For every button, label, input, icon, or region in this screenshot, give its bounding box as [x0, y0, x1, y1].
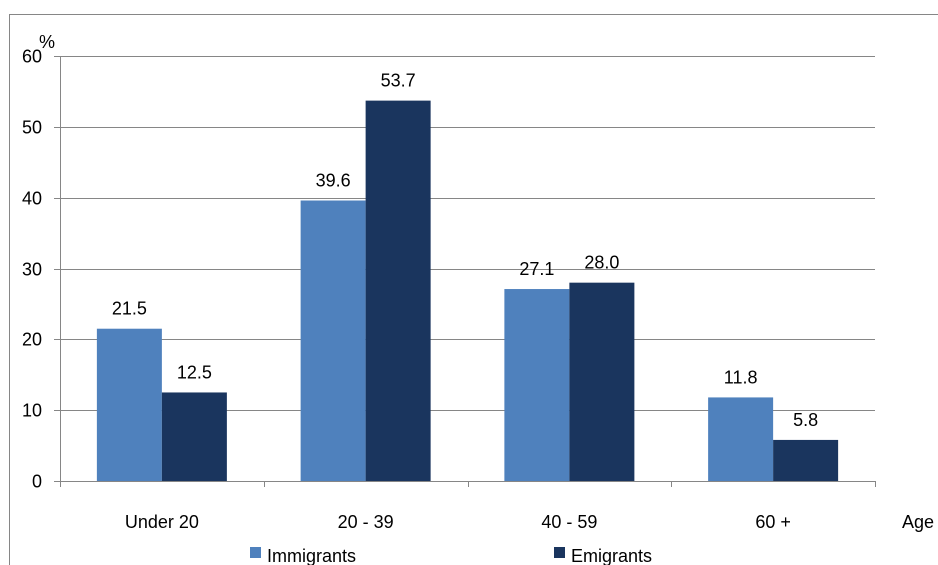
bar-immigrants-1	[300, 200, 366, 481]
axes	[60, 56, 876, 487]
y-tick-label: 50	[22, 118, 42, 138]
legend-swatch-emigrants	[554, 547, 565, 558]
data-label: 11.8	[724, 367, 758, 387]
legend: Immigrants Emigrants	[250, 546, 652, 565]
legend-label-emigrants: Emigrants	[571, 546, 652, 565]
bars	[96, 100, 839, 481]
bar-emigrants-1	[365, 100, 431, 481]
y-tick-label: 60	[22, 47, 42, 67]
data-label: 5.8	[793, 410, 818, 430]
x-axis-label: Age	[902, 512, 934, 532]
legend-swatch-immigrants	[250, 547, 261, 558]
x-tick-label: 20 - 39	[338, 512, 394, 532]
y-tick-labels: 0 10 20 30 40 50 60	[22, 47, 42, 492]
y-tick-label: 20	[22, 330, 42, 350]
y-tick-label: 10	[22, 401, 42, 421]
data-labels: 21.5 12.5 39.6 53.7 27.1 28.0 11.8 5.8	[112, 71, 818, 430]
data-label: 27.1	[519, 259, 554, 279]
bar-immigrants-2	[504, 289, 570, 481]
chart-frame	[9, 14, 938, 565]
x-tick-label: 40 - 59	[541, 512, 597, 532]
bar-emigrants-0	[161, 392, 227, 481]
bar-emigrants-3	[773, 439, 839, 481]
x-tick-labels: Under 20 20 - 39 40 - 59 60 +	[125, 512, 791, 532]
data-label: 12.5	[177, 362, 212, 382]
data-label: 21.5	[112, 299, 147, 319]
data-label: 53.7	[381, 71, 416, 91]
legend-label-immigrants: Immigrants	[267, 546, 356, 565]
y-tick-label: 30	[22, 260, 42, 280]
x-tick-label: 60 +	[755, 512, 791, 532]
data-label: 39.6	[316, 171, 351, 191]
y-tick-label: 40	[22, 189, 42, 209]
x-tick-label: Under 20	[125, 512, 199, 532]
bar-immigrants-0	[96, 328, 162, 481]
bar-immigrants-3	[708, 397, 774, 481]
data-label: 28.0	[584, 253, 619, 273]
y-axis-label: %	[39, 32, 55, 52]
bar-emigrants-2	[569, 282, 635, 481]
y-tick-label: 0	[32, 472, 42, 492]
